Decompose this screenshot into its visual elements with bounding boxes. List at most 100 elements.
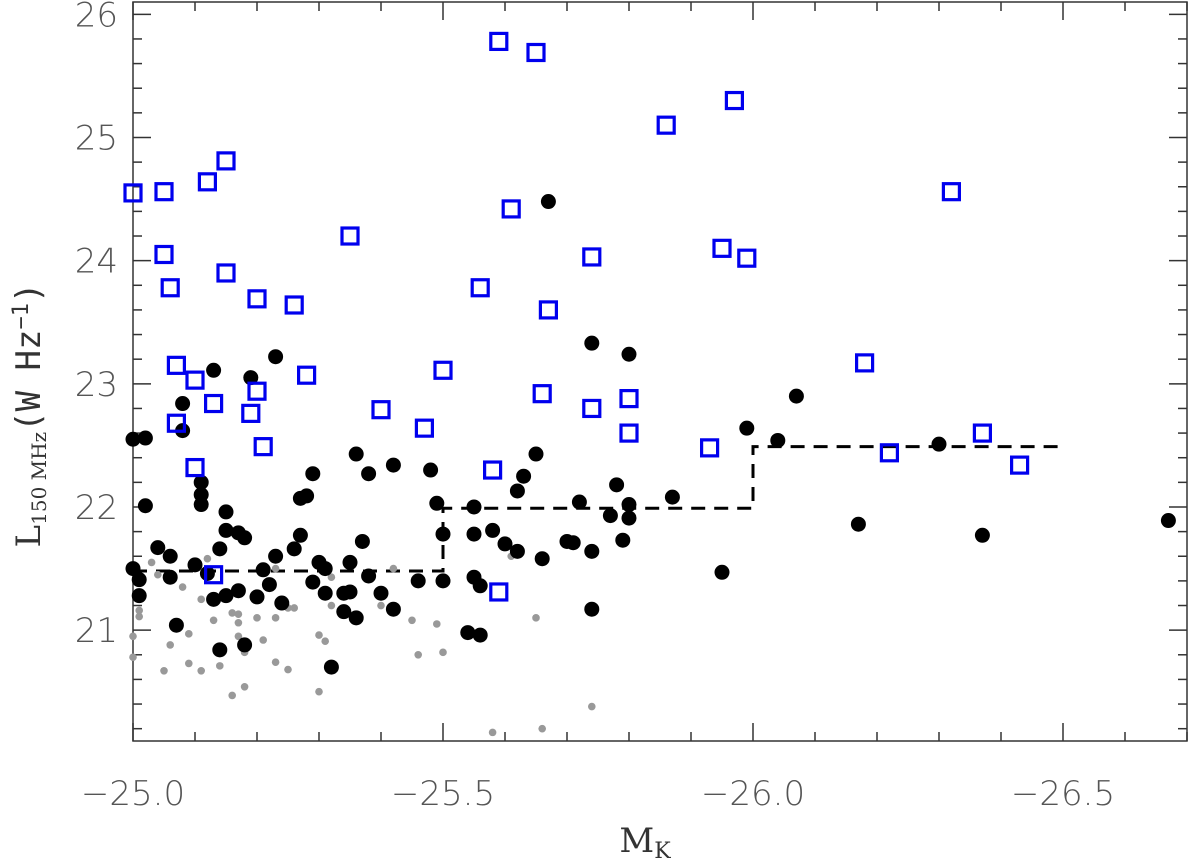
- black-circle-point: [584, 335, 600, 351]
- black-circle-point: [193, 474, 209, 490]
- black-circle-point: [137, 498, 153, 514]
- blue-square-point: [582, 398, 602, 419]
- gray-dot-point: [228, 609, 236, 617]
- black-circle-point: [460, 625, 476, 641]
- blue-square-point: [619, 388, 639, 409]
- black-circle-point: [187, 557, 203, 573]
- black-circle-point: [317, 585, 333, 601]
- gray-dot-point: [185, 659, 193, 668]
- x-axis-label: MK: [619, 821, 671, 860]
- black-circle-point: [237, 530, 253, 546]
- gray-dot-series: [129, 552, 596, 737]
- x-tick-label: −25.5: [391, 774, 495, 814]
- blue-square-point: [414, 418, 434, 438]
- blue-square-point: [879, 443, 900, 463]
- black-circle-point: [472, 578, 488, 594]
- black-circle-point: [193, 497, 209, 513]
- gray-dot-point: [321, 637, 330, 646]
- black-circle-point: [528, 446, 544, 462]
- y-axis-label: L150 MHz(W Hz−1): [9, 283, 51, 548]
- blue-square-point: [737, 248, 757, 268]
- blue-square-point: [724, 90, 745, 111]
- blue-square-point: [154, 244, 174, 265]
- gray-dot-point: [147, 558, 156, 567]
- black-circle-point: [714, 564, 730, 580]
- black-circle-point: [565, 535, 581, 551]
- gray-dot-point: [203, 554, 212, 563]
- black-circle-point: [162, 569, 178, 585]
- black-circle-point: [299, 488, 315, 504]
- black-circle-point: [268, 548, 284, 564]
- gray-dot-point: [389, 564, 398, 573]
- blue-square-point: [483, 460, 503, 480]
- blue-square-point: [166, 413, 186, 433]
- black-circle-point: [336, 604, 352, 620]
- gray-dot-point: [433, 620, 441, 628]
- blue-square-point: [501, 199, 521, 219]
- black-circle-point: [218, 588, 234, 604]
- black-circle-point: [770, 432, 786, 448]
- blue-square-series: [123, 31, 1030, 602]
- gray-dot-point: [271, 614, 280, 622]
- black-circle-point: [243, 370, 259, 386]
- blue-square-point: [619, 423, 639, 443]
- blue-square-point: [185, 370, 205, 390]
- black-circle-point: [230, 583, 246, 599]
- black-circle-point: [237, 637, 253, 653]
- blue-square-point: [247, 381, 267, 401]
- black-circle-point: [466, 526, 482, 542]
- black-circle-point: [385, 601, 401, 617]
- gray-dot-point: [315, 631, 323, 639]
- black-circle-point: [429, 495, 445, 511]
- gray-dot-point: [178, 583, 187, 591]
- black-circle-point: [218, 522, 234, 538]
- black-circle-point: [361, 568, 377, 584]
- y-tick-label: 21: [75, 611, 118, 651]
- x-tick-label: −26.0: [701, 774, 805, 814]
- blue-square-point: [532, 384, 552, 404]
- gray-dot-point: [253, 614, 261, 622]
- blue-square-point: [656, 115, 676, 135]
- gray-dot-point: [160, 666, 168, 675]
- black-circle-point: [150, 540, 166, 556]
- blue-square-point: [247, 289, 267, 309]
- gray-dot-point: [488, 728, 497, 737]
- gray-dot-point: [234, 618, 243, 627]
- black-circle-point: [602, 508, 618, 524]
- black-circle-point: [540, 194, 556, 210]
- blue-square-point: [489, 582, 509, 602]
- y-tick-label: 25: [75, 118, 118, 158]
- black-circle-point: [609, 477, 625, 493]
- black-circle-point: [261, 577, 277, 593]
- black-circle-point: [509, 543, 525, 559]
- gray-dot-point: [135, 606, 143, 615]
- gray-dot-point: [197, 666, 205, 675]
- gray-dot-point: [439, 648, 447, 657]
- black-circle-point: [931, 436, 947, 452]
- black-circle-point: [268, 349, 284, 365]
- black-circle-point: [305, 574, 321, 590]
- gray-dot-point: [129, 653, 137, 662]
- black-circle-point: [472, 627, 488, 643]
- black-circle-point: [292, 527, 308, 543]
- black-circle-point: [621, 346, 637, 362]
- blue-square-point: [216, 151, 236, 171]
- black-circle-point: [435, 526, 451, 542]
- black-circle-point: [199, 565, 215, 581]
- gray-dot-point: [228, 691, 236, 700]
- black-circle-point: [212, 642, 228, 658]
- blue-square-point: [297, 365, 317, 385]
- blue-square-point: [526, 42, 546, 63]
- black-circle-point: [621, 510, 637, 526]
- black-circle-point: [125, 561, 141, 577]
- blue-square-point: [941, 182, 962, 202]
- gray-dot-point: [154, 570, 162, 579]
- black-circle-point: [788, 388, 804, 404]
- blue-square-point: [197, 172, 217, 192]
- blue-square-point: [185, 457, 205, 478]
- black-circle-point: [1160, 513, 1176, 529]
- gray-dot-point: [532, 614, 540, 622]
- black-circle-point: [584, 601, 600, 617]
- gray-dot-point: [240, 683, 249, 691]
